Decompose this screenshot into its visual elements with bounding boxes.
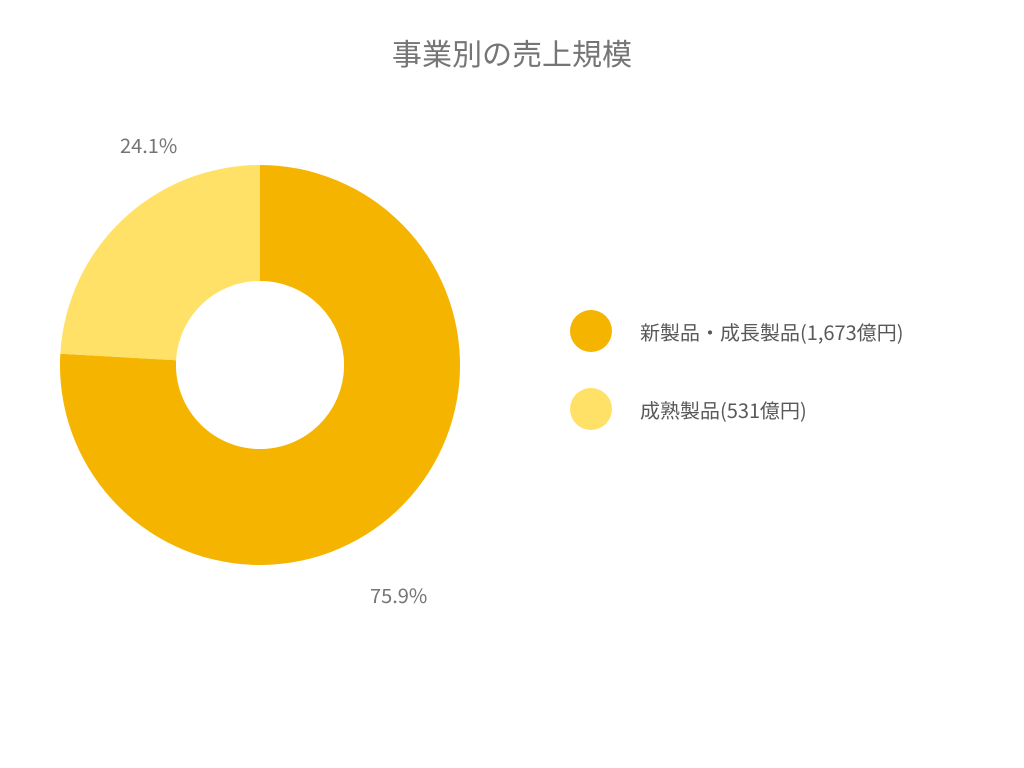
legend-label: 成熟製品(531億円) (640, 395, 807, 424)
legend-swatch-circle-icon (570, 388, 612, 430)
legend-swatch-circle-icon (570, 310, 612, 352)
legend: 新製品・成長製品(1,673億円) 成熟製品(531億円) (570, 310, 903, 466)
legend-label: 新製品・成長製品(1,673億円) (640, 317, 903, 346)
donut-chart (60, 165, 460, 565)
donut-hole (176, 281, 344, 449)
chart-title: 事業別の売上規模 (0, 30, 1024, 74)
slice-label-major: 75.9% (370, 580, 427, 609)
donut-chart-wrap: 75.9% 24.1% (60, 165, 460, 565)
legend-item: 新製品・成長製品(1,673億円) (570, 310, 903, 352)
legend-item: 成熟製品(531億円) (570, 388, 903, 430)
slice-label-minor: 24.1% (120, 130, 177, 159)
